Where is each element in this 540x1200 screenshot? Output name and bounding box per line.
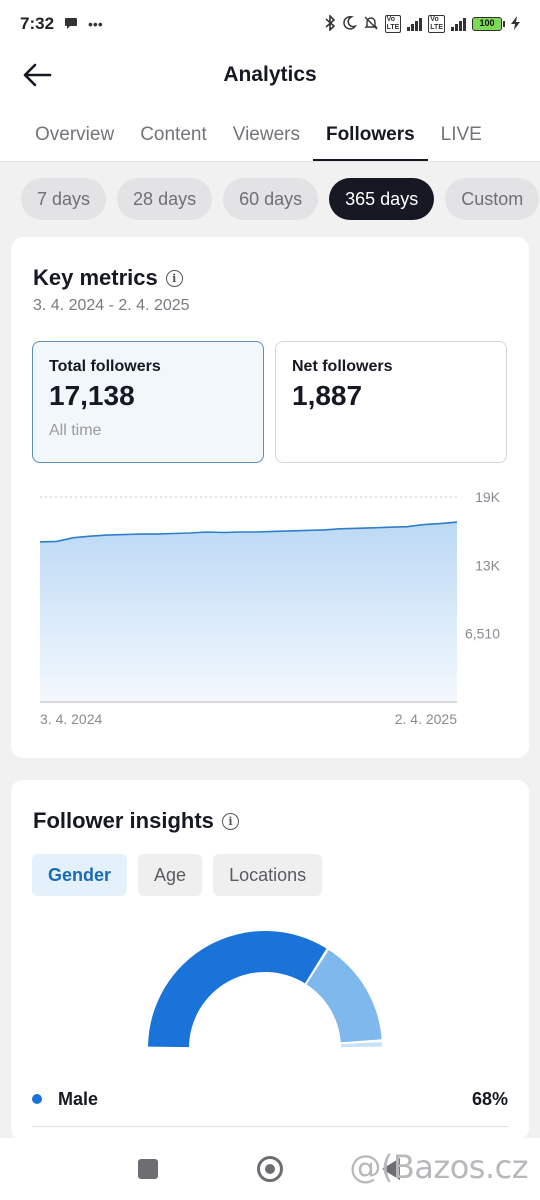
chat-bubble-icon: [64, 16, 78, 33]
total-followers-sub: All time: [49, 422, 102, 439]
total-followers-value: 17,138: [49, 380, 135, 411]
bluetooth-icon: [324, 13, 336, 34]
key-metrics-card: Key metrics i 3. 4. 2024 - 2. 4. 2025 To…: [11, 237, 529, 758]
donut-slice-other[interactable]: [340, 1042, 382, 1048]
follower-insights-card: Follower insights i Gender Age Locations…: [11, 780, 529, 1140]
total-followers-card[interactable]: Total followers 17,138 All time: [32, 341, 264, 463]
status-bar: 7:32 ••• Vo LTE Vo LTE 100: [0, 0, 540, 48]
range-7-days[interactable]: 7 days: [21, 178, 107, 220]
followers-chart-svg: 19K 13K 6,510 3. 4. 2024 2. 4. 2025: [39, 489, 501, 727]
battery-icon: 100: [472, 17, 505, 31]
signal-icon: [451, 17, 466, 31]
y-tick-label: 19K: [475, 489, 501, 505]
key-metrics-title: Key metrics: [33, 265, 158, 290]
x-tick-label: 3. 4. 2024: [40, 711, 102, 727]
follower-insights-title: Follower insights: [33, 808, 214, 833]
legend-dot: [32, 1094, 42, 1104]
back-arrow-icon: [23, 63, 52, 87]
page-title: Analytics: [223, 63, 317, 86]
mute-bell-icon: [363, 15, 379, 34]
app-header: Analytics: [0, 48, 540, 102]
tab-viewers[interactable]: Viewers: [232, 123, 300, 145]
net-followers-label: Net followers: [292, 358, 393, 375]
pill-age[interactable]: Age: [138, 854, 203, 896]
pill-gender[interactable]: Gender: [32, 854, 128, 896]
legend-row-male[interactable]: Male 68%: [32, 1084, 508, 1114]
followers-chart: 19K 13K 6,510 3. 4. 2024 2. 4. 2025: [11, 477, 529, 737]
date-range-text: 3. 4. 2024 - 2. 4. 2025: [33, 297, 190, 314]
range-28-days[interactable]: 28 days: [117, 178, 213, 220]
tab-content[interactable]: Content: [140, 123, 207, 145]
donut-slice-female[interactable]: [306, 949, 382, 1043]
gender-donut-svg: [148, 931, 382, 1048]
signal-5g-icon: [407, 17, 423, 31]
range-custom[interactable]: Custom: [445, 178, 540, 220]
tab-live[interactable]: LIVE: [440, 123, 482, 145]
tab-overview[interactable]: Overview: [35, 123, 115, 145]
net-followers-card[interactable]: Net followers 1,887: [275, 341, 507, 463]
back-button[interactable]: [20, 60, 54, 90]
status-time: 7:32: [20, 14, 55, 33]
y-tick-label: 6,510: [465, 626, 500, 642]
gender-donut-chart: [146, 928, 396, 1058]
total-followers-label: Total followers: [49, 358, 161, 375]
y-tick-label: 13K: [475, 557, 501, 573]
x-tick-label: 2. 4. 2025: [395, 711, 457, 727]
date-range-selector: 7 days 28 days 60 days 365 days Custom: [0, 162, 540, 236]
series-area: [40, 522, 457, 702]
series-line: [39, 521, 458, 543]
more-dots-icon: •••: [88, 16, 103, 32]
volte-icon-2: Vo LTE: [428, 15, 445, 33]
analytics-tabs: Overview Content Viewers Followers LIVE: [0, 102, 540, 162]
legend-value: 68%: [471, 1088, 508, 1109]
watermark: @(Bazos.cz: [349, 1148, 528, 1186]
donut-slice-male[interactable]: [148, 931, 327, 1048]
volte-icon: Vo LTE: [384, 15, 402, 33]
range-365-days[interactable]: 365 days: [329, 178, 435, 220]
home-button[interactable]: [257, 1156, 283, 1182]
info-icon[interactable]: i: [221, 812, 239, 830]
legend-label: Male: [58, 1088, 99, 1109]
tab-followers[interactable]: Followers: [312, 102, 428, 161]
system-nav-bar: @(Bazos.cz: [0, 1138, 540, 1200]
info-icon[interactable]: i: [165, 269, 183, 287]
net-followers-value: 1,887: [292, 380, 363, 411]
insights-filter: Gender Age Locations: [32, 854, 323, 896]
system-back-button[interactable]: [382, 1158, 400, 1180]
divider: [32, 1126, 508, 1127]
recents-button[interactable]: [138, 1159, 158, 1179]
moon-icon: [342, 15, 357, 33]
pill-locations[interactable]: Locations: [213, 854, 323, 896]
charging-icon: [511, 15, 520, 33]
range-60-days[interactable]: 60 days: [223, 178, 319, 220]
